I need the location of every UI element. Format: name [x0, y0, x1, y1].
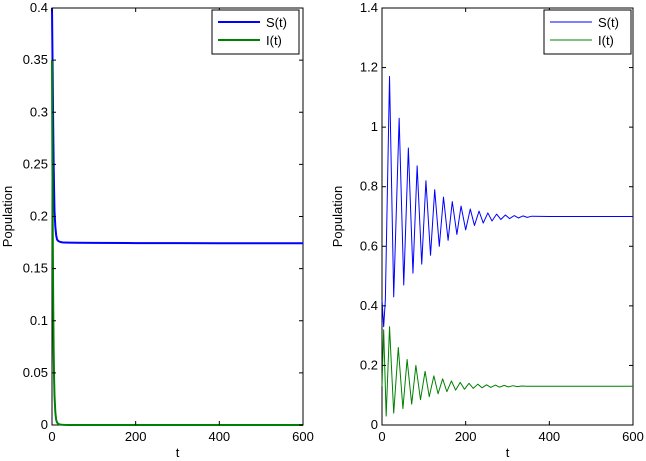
series-line-s [381, 76, 633, 328]
y-tick-label: 0 [371, 417, 378, 432]
y-tick-label: 0.6 [360, 238, 378, 253]
y-tick-label: 0.8 [360, 179, 378, 194]
legend: S(t) I(t) [211, 9, 300, 55]
chart-panel-2: 0 200 400 600 0 0.2 0.4 0.6 0.8 1 1.2 1.4 t Populatio… [330, 0, 644, 460]
plot-area [51, 7, 304, 426]
x-tick-label: 0 [48, 429, 55, 444]
x-tick-label: 400 [208, 429, 230, 444]
x-tick-label: 200 [455, 429, 477, 444]
legend-label: I(t) [598, 33, 614, 48]
y-tick-label: 0 [41, 417, 48, 432]
series-line-i [381, 326, 633, 417]
legend: S(t) I(t) [543, 9, 632, 55]
y-tick-label: 1.2 [360, 60, 378, 75]
y-axis-label: Population [330, 186, 345, 247]
y-tick-label: 0.05 [23, 365, 48, 380]
legend-label: S(t) [598, 15, 619, 30]
y-tick-label: 0.1 [30, 313, 48, 328]
y-tick-label: 0.15 [23, 261, 48, 276]
y-tick-label: 0.2 [30, 209, 48, 224]
y-tick-label: 0.4 [30, 0, 48, 15]
x-tick-label: 600 [292, 429, 314, 444]
x-tick-label: 400 [538, 429, 560, 444]
x-tick-label: 600 [622, 429, 644, 444]
x-tick-label: 200 [125, 429, 147, 444]
y-tick-label: 0.2 [360, 357, 378, 372]
series-line-i [51, 60, 303, 426]
y-tick-label: 1.4 [360, 0, 378, 15]
chart-panel-1: 0 200 400 600 0 0.05 0.1 0.15 0.2 0.25 0.3 0.35 0.4 t… [0, 0, 314, 460]
legend-box [211, 9, 300, 55]
series-line-s [51, 7, 303, 245]
legend-box [543, 9, 632, 55]
y-tick-label: 0.35 [23, 52, 48, 67]
x-axis-label: t [176, 445, 180, 460]
legend-label: I(t) [266, 33, 282, 48]
y-tick-label: 1 [371, 119, 378, 134]
x-axis-label: t [506, 445, 510, 460]
legend-label: S(t) [266, 15, 287, 30]
y-tick-label: 0.3 [30, 104, 48, 119]
y-tick-label: 0.4 [360, 298, 378, 313]
y-axis-label: Population [0, 186, 15, 247]
x-tick-label: 0 [378, 429, 385, 444]
y-tick-label: 0.25 [23, 156, 48, 171]
